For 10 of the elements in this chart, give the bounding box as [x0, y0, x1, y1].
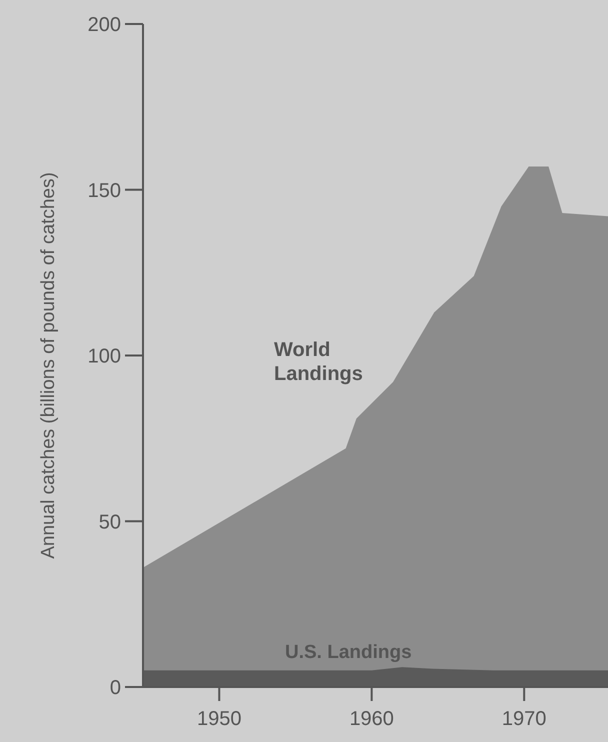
x-tick-label: 1970 — [502, 708, 546, 730]
series-label: World Landings — [274, 339, 363, 385]
y-tick-label: 0 — [110, 677, 121, 699]
x-tick-label: 1960 — [349, 708, 394, 730]
y-tick-label: 50 — [98, 511, 121, 534]
x-tick-label: 1950 — [196, 708, 242, 730]
y-tick-label: 200 — [88, 14, 121, 36]
y-tick-label: 100 — [88, 346, 121, 368]
y-axis-title: Annual catches (billions of pounds of catches) — [38, 172, 59, 559]
y-tick-label: 150 — [88, 180, 121, 202]
